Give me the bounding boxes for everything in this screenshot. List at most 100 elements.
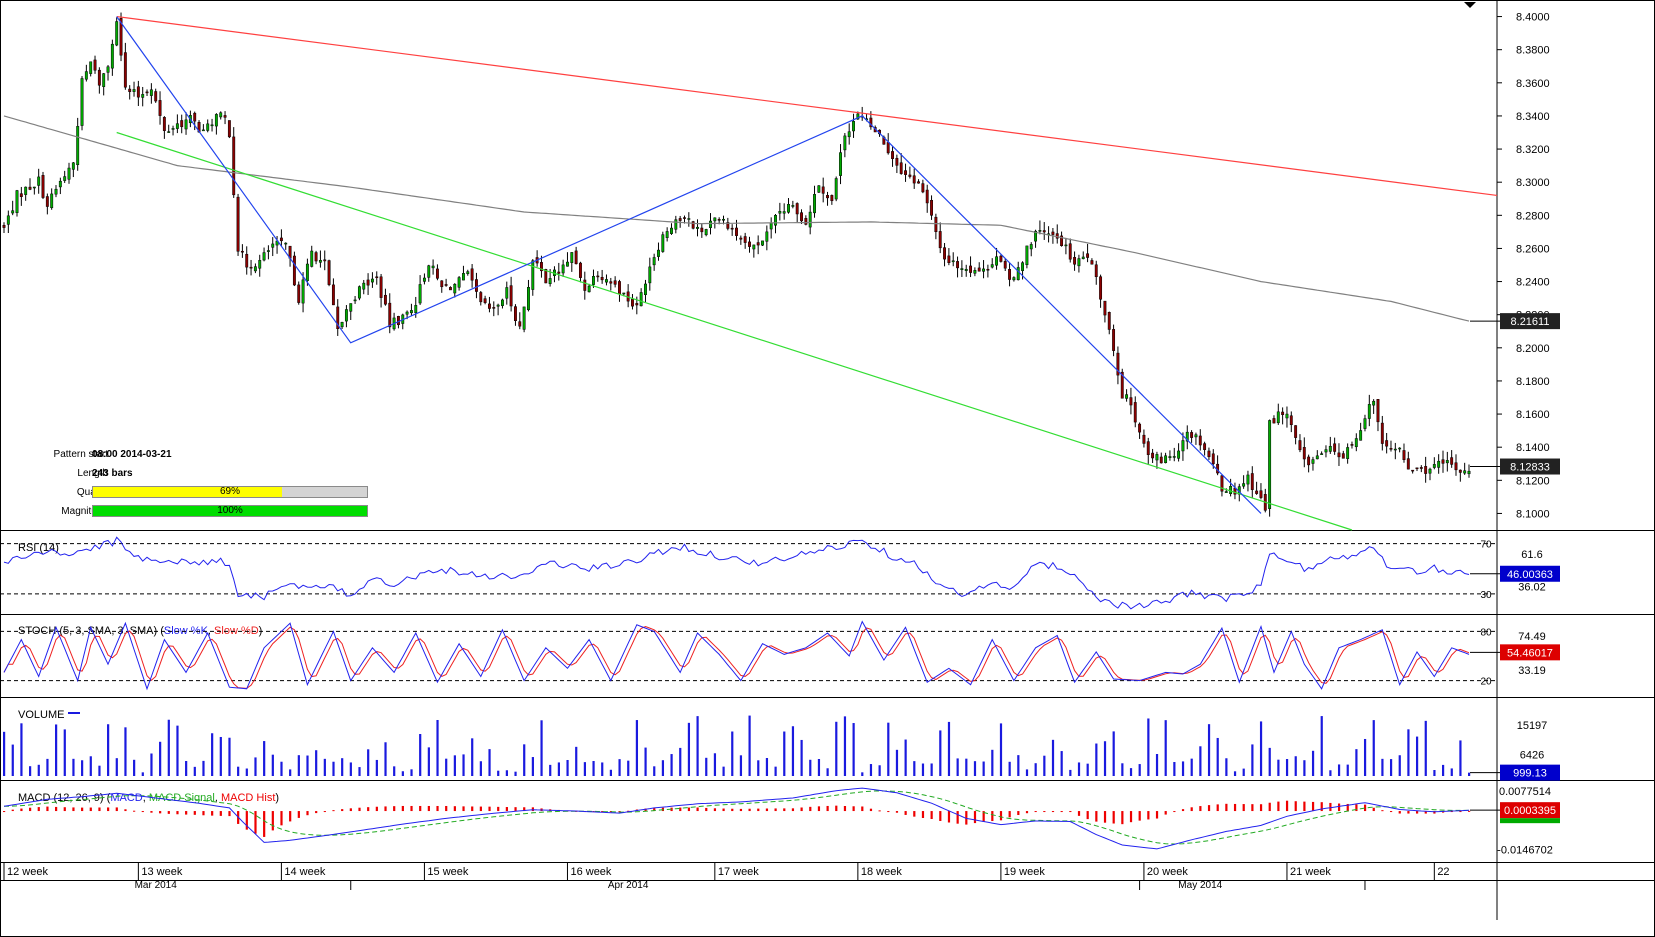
volume-bar <box>644 747 647 776</box>
macd-hist-bar <box>713 808 717 812</box>
candle-body <box>175 123 179 129</box>
macd-hist-bar <box>497 806 500 812</box>
volume-bar <box>713 753 717 776</box>
candle-body <box>370 278 374 283</box>
candle-body <box>930 199 933 216</box>
macd-hist-bar <box>479 806 482 812</box>
candle-body <box>1220 475 1224 492</box>
pattern-magnitude-label: Magnitude <box>61 506 108 517</box>
candle-body <box>856 113 860 120</box>
candle-body <box>1138 423 1142 433</box>
candle-body <box>644 283 647 295</box>
macd-hist-bar <box>323 811 326 813</box>
candle-body <box>84 71 88 80</box>
candle-body <box>717 219 721 221</box>
candle-body <box>1419 467 1423 469</box>
candle-body <box>149 89 153 96</box>
candle-body <box>1406 458 1410 470</box>
candle-body <box>821 186 825 194</box>
candle-body <box>1207 450 1211 458</box>
macd-hist-bar <box>930 811 933 820</box>
candle-body <box>912 175 916 184</box>
candle-body <box>318 260 322 263</box>
candle-body <box>71 162 75 170</box>
macd-hist-bar <box>1103 811 1107 823</box>
candle-body <box>1385 440 1389 447</box>
candle-body <box>19 193 23 197</box>
candle-body <box>1324 449 1328 453</box>
macd-hist-bar <box>904 811 907 815</box>
macd-hist-bar <box>757 808 760 812</box>
volume-bar <box>1129 768 1133 776</box>
candle-body <box>1398 447 1402 450</box>
candle-body <box>661 234 665 252</box>
candle-body <box>123 52 127 88</box>
volume-bar <box>237 766 240 776</box>
candle-body <box>67 167 71 180</box>
volume-bar <box>1103 741 1107 776</box>
candle-body <box>1393 448 1397 451</box>
candle-body <box>453 283 457 294</box>
macd-hist-bar <box>453 806 456 812</box>
candle-body <box>50 193 54 209</box>
volume-bar <box>1242 768 1245 776</box>
candle-body <box>769 223 773 230</box>
candle-body <box>1302 447 1306 460</box>
candle-body <box>574 250 578 265</box>
macd-hist-bar <box>254 811 257 834</box>
candle-body <box>1051 231 1055 235</box>
candle-body <box>314 252 318 262</box>
volume-bar <box>289 769 292 776</box>
candle-body <box>488 303 491 309</box>
volume-bar <box>800 739 803 776</box>
macd-hist-bar <box>817 806 821 812</box>
macd-hist-bar <box>341 809 344 812</box>
macd-hist-bar <box>228 811 231 817</box>
macd-hist-bar <box>297 811 300 818</box>
candle-body <box>1229 486 1233 494</box>
current-price-label: 8.12833 <box>1510 462 1550 474</box>
macd-hist-bar <box>809 806 812 812</box>
volume-bar <box>315 750 318 776</box>
price-tick-label: 8.4000 <box>1516 12 1550 24</box>
macd-hist-bar <box>29 807 32 812</box>
candle-body <box>1259 490 1263 498</box>
volume-bar <box>1346 764 1349 776</box>
candle-body <box>141 94 145 98</box>
volume-bar <box>514 771 517 776</box>
candle-body <box>1042 230 1046 233</box>
candle-body <box>917 181 920 184</box>
volume-bar <box>1277 759 1280 776</box>
macd-hist-bar <box>63 807 66 812</box>
macd-hist-bar <box>765 808 769 812</box>
volume-bar <box>1025 769 1029 776</box>
candle-body <box>37 176 41 186</box>
candle-body <box>1311 459 1315 464</box>
candle-body <box>171 128 175 130</box>
candle-body <box>227 120 231 138</box>
rsi-level-label: 30 <box>1480 590 1492 601</box>
volume-bar <box>159 741 162 776</box>
volume-bar <box>557 762 560 776</box>
candle-body <box>1181 440 1185 452</box>
price-tick-label: 8.2800 <box>1516 210 1550 222</box>
candle-body <box>657 249 660 257</box>
volume-bar <box>211 733 214 776</box>
candle-body <box>1060 235 1064 246</box>
macd-hist-bar <box>852 806 855 812</box>
candle-body <box>1428 468 1432 474</box>
macd-hist-bar <box>878 810 881 812</box>
volume-bar <box>167 719 170 776</box>
candle-body <box>1034 230 1038 242</box>
candle-body <box>687 218 691 220</box>
volume-bar <box>1303 760 1306 776</box>
macd-hist-bar <box>531 807 534 812</box>
macd-hist-bar <box>1060 811 1063 813</box>
volume-bar <box>341 758 344 776</box>
macd-hist-bar <box>115 807 118 812</box>
candle-body <box>1012 277 1016 281</box>
macd-hist-bar <box>679 807 682 812</box>
macd-hist-bar <box>1268 802 1271 812</box>
volume-bar <box>1251 744 1254 776</box>
volume-bar <box>1424 720 1427 776</box>
